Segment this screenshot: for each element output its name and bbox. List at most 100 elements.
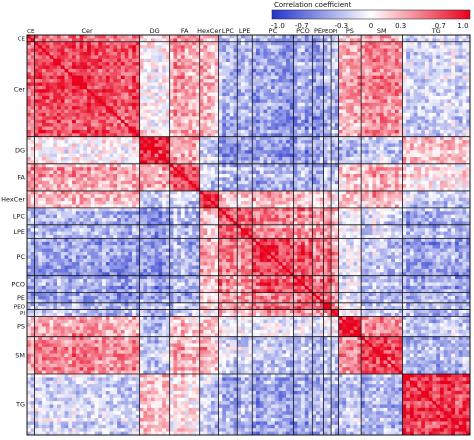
heatmap-cell [105, 68, 110, 73]
heatmap-cell [364, 153, 369, 158]
heatmap-cell [90, 133, 95, 137]
heatmap-cell [297, 45, 302, 49]
heatmap-cell [139, 170, 144, 175]
heatmap-cell [120, 99, 125, 104]
heatmap-cell [199, 116, 204, 121]
heatmap-cell [316, 55, 321, 60]
heatmap-cell [64, 65, 69, 70]
heatmap-cell [387, 140, 392, 144]
heatmap-cell [282, 82, 287, 87]
heatmap-cell [263, 65, 268, 70]
heatmap-cell [334, 109, 339, 114]
heatmap-cell [192, 140, 197, 144]
heatmap-cell [38, 126, 43, 131]
heatmap-cell [304, 65, 309, 70]
heatmap-cell [304, 143, 309, 148]
heatmap-cell [165, 75, 170, 80]
heatmap-cell [293, 109, 298, 114]
heatmap-cell [259, 150, 264, 154]
heatmap-cell [447, 123, 452, 127]
heatmap-cell [331, 129, 336, 134]
heatmap-cell [162, 112, 167, 117]
heatmap-cell [282, 41, 287, 46]
heatmap-cell [218, 143, 223, 148]
heatmap-cell [252, 45, 257, 49]
heatmap-cell [42, 173, 47, 178]
heatmap-cell [150, 133, 155, 137]
heatmap-cell [237, 45, 242, 49]
heatmap-cell [406, 48, 411, 53]
heatmap-cell [286, 45, 291, 49]
heatmap-cell [203, 62, 208, 66]
heatmap-cell [139, 89, 144, 93]
heatmap-cell [165, 92, 170, 97]
heatmap-cell [27, 99, 32, 104]
heatmap-cell [409, 123, 414, 127]
heatmap-cell [327, 150, 332, 154]
heatmap-cell [83, 112, 88, 117]
heatmap-cell [349, 55, 354, 60]
heatmap-cell [188, 48, 193, 53]
heatmap-cell [117, 133, 122, 137]
heatmap-cell [417, 102, 422, 107]
heatmap-cell [383, 35, 388, 39]
heatmap-cell [301, 153, 306, 158]
heatmap-cell [199, 35, 204, 39]
heatmap-cell [83, 109, 88, 114]
heatmap-cell [297, 136, 302, 141]
heatmap-cell [147, 58, 152, 63]
heatmap-cell [387, 157, 392, 161]
heatmap-cell [312, 116, 317, 121]
heatmap-cell [316, 51, 321, 56]
heatmap-cell [162, 119, 167, 124]
heatmap-cell [233, 82, 238, 87]
heatmap-cell [327, 173, 332, 178]
heatmap-cell [458, 153, 463, 158]
heatmap-cell [316, 75, 321, 80]
heatmap-cell [135, 167, 140, 171]
heatmap-cell [263, 55, 268, 60]
heatmap-cell [135, 116, 140, 121]
heatmap-cell [259, 35, 264, 39]
heatmap-cell [72, 109, 77, 114]
heatmap-cell [27, 89, 32, 93]
heatmap-cell [68, 109, 73, 114]
heatmap-cell [117, 106, 122, 110]
heatmap-cell [64, 75, 69, 80]
heatmap-cell [169, 75, 174, 80]
heatmap-cell [379, 35, 384, 39]
heatmap-cell [165, 123, 170, 127]
heatmap-cell [225, 38, 231, 43]
heatmap-cell [338, 82, 343, 87]
heatmap-cell [304, 129, 309, 134]
heatmap-cell [271, 133, 276, 137]
heatmap-cell [361, 157, 366, 161]
heatmap-cell [109, 89, 114, 93]
heatmap-cell [165, 173, 170, 178]
heatmap-cell [225, 62, 231, 66]
heatmap-cell [199, 79, 204, 83]
heatmap-cell [443, 150, 448, 154]
heatmap-cell [75, 123, 80, 127]
heatmap-cell [346, 41, 351, 46]
heatmap-cell [225, 41, 231, 46]
heatmap-cell [180, 62, 185, 66]
heatmap-cell [361, 96, 366, 100]
heatmap-cell [218, 82, 223, 87]
heatmap-cell [120, 106, 125, 110]
heatmap-cell [447, 116, 452, 121]
heatmap-cell [357, 82, 362, 87]
heatmap-cell [271, 38, 276, 43]
heatmap-cell [184, 58, 189, 63]
heatmap-cell [64, 102, 69, 107]
heatmap-cell [252, 62, 257, 66]
heatmap-cell [94, 133, 99, 137]
heatmap-cell [79, 170, 84, 175]
heatmap-cell [424, 146, 429, 151]
heatmap-cell [304, 150, 309, 154]
heatmap-cell [57, 177, 62, 182]
heatmap-cell [128, 143, 133, 148]
heatmap-cell [454, 89, 460, 93]
heatmap-cell [304, 55, 309, 60]
heatmap-cell [327, 75, 332, 80]
